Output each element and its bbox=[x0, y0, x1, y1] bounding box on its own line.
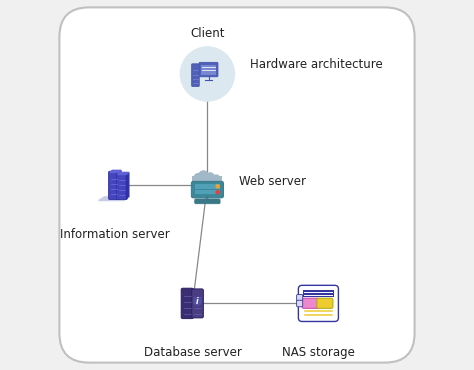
FancyBboxPatch shape bbox=[59, 7, 415, 363]
FancyBboxPatch shape bbox=[191, 181, 223, 198]
Polygon shape bbox=[126, 172, 129, 198]
Circle shape bbox=[216, 185, 219, 188]
Circle shape bbox=[194, 174, 202, 181]
FancyBboxPatch shape bbox=[191, 289, 203, 318]
Text: Database server: Database server bbox=[144, 346, 242, 359]
Text: NAS storage: NAS storage bbox=[282, 346, 355, 359]
Circle shape bbox=[180, 46, 235, 102]
Polygon shape bbox=[118, 172, 129, 175]
FancyBboxPatch shape bbox=[297, 300, 303, 307]
FancyBboxPatch shape bbox=[191, 64, 199, 87]
Text: i: i bbox=[196, 297, 199, 306]
FancyBboxPatch shape bbox=[192, 176, 222, 183]
Circle shape bbox=[206, 173, 214, 181]
Polygon shape bbox=[99, 197, 130, 201]
FancyBboxPatch shape bbox=[117, 174, 127, 199]
FancyBboxPatch shape bbox=[109, 171, 119, 199]
FancyBboxPatch shape bbox=[201, 64, 216, 75]
FancyBboxPatch shape bbox=[302, 298, 319, 308]
Text: Hardware architecture: Hardware architecture bbox=[250, 58, 383, 71]
Text: Client: Client bbox=[190, 27, 225, 40]
FancyBboxPatch shape bbox=[195, 199, 220, 204]
Circle shape bbox=[194, 297, 201, 305]
FancyBboxPatch shape bbox=[299, 285, 338, 322]
Circle shape bbox=[199, 171, 208, 181]
FancyBboxPatch shape bbox=[181, 288, 193, 319]
FancyBboxPatch shape bbox=[317, 298, 333, 308]
Text: Information server: Information server bbox=[60, 228, 170, 240]
Circle shape bbox=[216, 191, 219, 194]
FancyBboxPatch shape bbox=[195, 184, 220, 189]
FancyBboxPatch shape bbox=[199, 62, 218, 77]
Polygon shape bbox=[109, 170, 121, 172]
Polygon shape bbox=[118, 170, 121, 198]
Text: Web server: Web server bbox=[239, 175, 306, 188]
FancyBboxPatch shape bbox=[297, 295, 303, 301]
Circle shape bbox=[213, 175, 219, 181]
FancyBboxPatch shape bbox=[195, 190, 220, 195]
FancyBboxPatch shape bbox=[303, 290, 334, 297]
